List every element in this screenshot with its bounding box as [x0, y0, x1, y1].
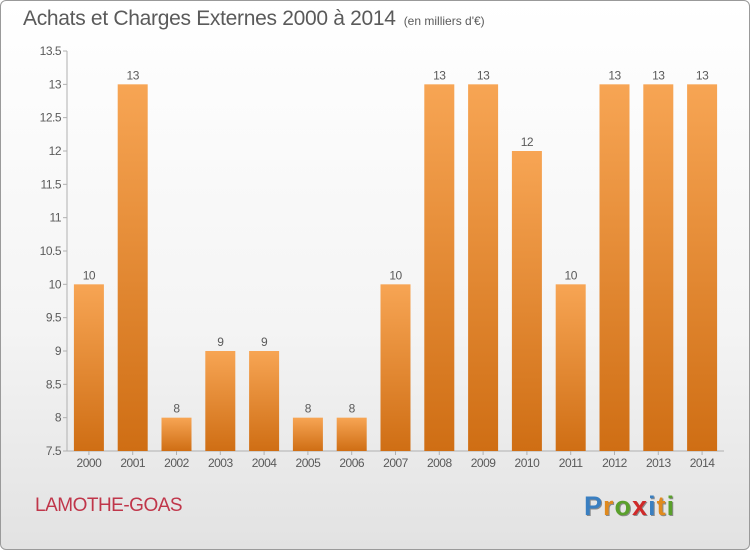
bar-value-label: 8	[349, 402, 356, 416]
bar-value-label: 13	[127, 68, 140, 82]
y-tick-label: 12.5	[40, 111, 62, 125]
y-tick-label: 8.5	[46, 377, 62, 391]
y-tick-label: 9.5	[46, 311, 62, 325]
bar	[161, 417, 192, 451]
x-tick-label: 2000	[77, 456, 103, 470]
x-tick-label: 2009	[471, 456, 497, 470]
bar-value-label: 10	[83, 268, 96, 282]
chart-data-labels: 10 13 8 9 9 8 8 10 13 13 12 10 13 13 13	[83, 68, 710, 416]
bar-value-label: 10	[389, 268, 402, 282]
title-text: Achats et Charges Externes 2000 à 2014	[23, 7, 396, 30]
logo-letter: t	[656, 491, 667, 521]
chart-bars	[73, 84, 718, 451]
y-tick-label: 13	[49, 77, 62, 91]
bar	[73, 284, 104, 451]
bar-value-label: 13	[652, 68, 665, 82]
bar	[292, 417, 323, 451]
bar	[205, 351, 236, 451]
bar	[117, 84, 148, 451]
logo-letter: x	[632, 491, 649, 521]
bar	[555, 284, 586, 451]
bar-value-label: 8	[173, 402, 180, 416]
x-tick-label: 2008	[427, 456, 453, 470]
proxiti-logo: Proxiti	[584, 491, 675, 522]
logo-letter: i	[666, 491, 676, 521]
y-tick-label: 13.5	[40, 44, 62, 58]
logo-letter: P	[584, 491, 604, 521]
x-tick-label: 2014	[690, 456, 716, 470]
x-tick-label: 2007	[383, 456, 409, 470]
x-tick-label: 2010	[515, 456, 541, 470]
x-tick-label: 2013	[646, 456, 672, 470]
y-tick-label: 11.5	[41, 177, 62, 191]
y-tick-label: 12	[49, 144, 62, 158]
x-tick-label: 2001	[120, 456, 146, 470]
x-tick-label: 2004	[252, 456, 278, 470]
y-tick-label: 10	[49, 277, 62, 291]
bar-value-label: 13	[433, 68, 446, 82]
bar	[249, 351, 280, 451]
bar	[599, 84, 630, 451]
chart-title: Achats et Charges Externes 2000 à 2014 (e…	[23, 7, 485, 31]
bar-value-label: 9	[217, 335, 224, 349]
y-tick-label: 7.5	[46, 444, 62, 458]
y-tick-label: 8	[55, 411, 62, 425]
bar-value-label: 13	[608, 68, 621, 82]
bar-value-label: 10	[565, 268, 578, 282]
x-tick-label: 2006	[339, 456, 365, 470]
y-tick-label: 9	[55, 344, 62, 358]
chart-subtitle: (en milliers d'€)	[403, 14, 485, 28]
x-tick-label: 2003	[208, 456, 234, 470]
bar-value-label: 12	[521, 135, 534, 149]
bar-value-label: 9	[261, 335, 268, 349]
bar	[336, 417, 367, 451]
x-tick-label: 2002	[164, 456, 190, 470]
x-tick-label: 2005	[296, 456, 322, 470]
location-name: LAMOTHE-GOAS	[35, 495, 183, 516]
bar	[424, 84, 455, 451]
x-tick-label: 2012	[602, 456, 628, 470]
bar-value-label: 8	[305, 402, 312, 416]
bar	[643, 84, 674, 451]
logo-letter: o	[614, 491, 633, 521]
x-tick-label: 2011	[559, 456, 584, 470]
bar-value-label: 13	[696, 68, 709, 82]
bar	[380, 284, 411, 451]
bar-value-label: 13	[477, 68, 490, 82]
y-tick-label: 11	[50, 211, 62, 225]
logo-letter: r	[603, 491, 615, 521]
bar	[511, 151, 542, 451]
logo-letter: i	[648, 491, 657, 521]
bar	[468, 84, 499, 451]
y-tick-label: 10.5	[40, 244, 62, 258]
bar	[687, 84, 718, 451]
